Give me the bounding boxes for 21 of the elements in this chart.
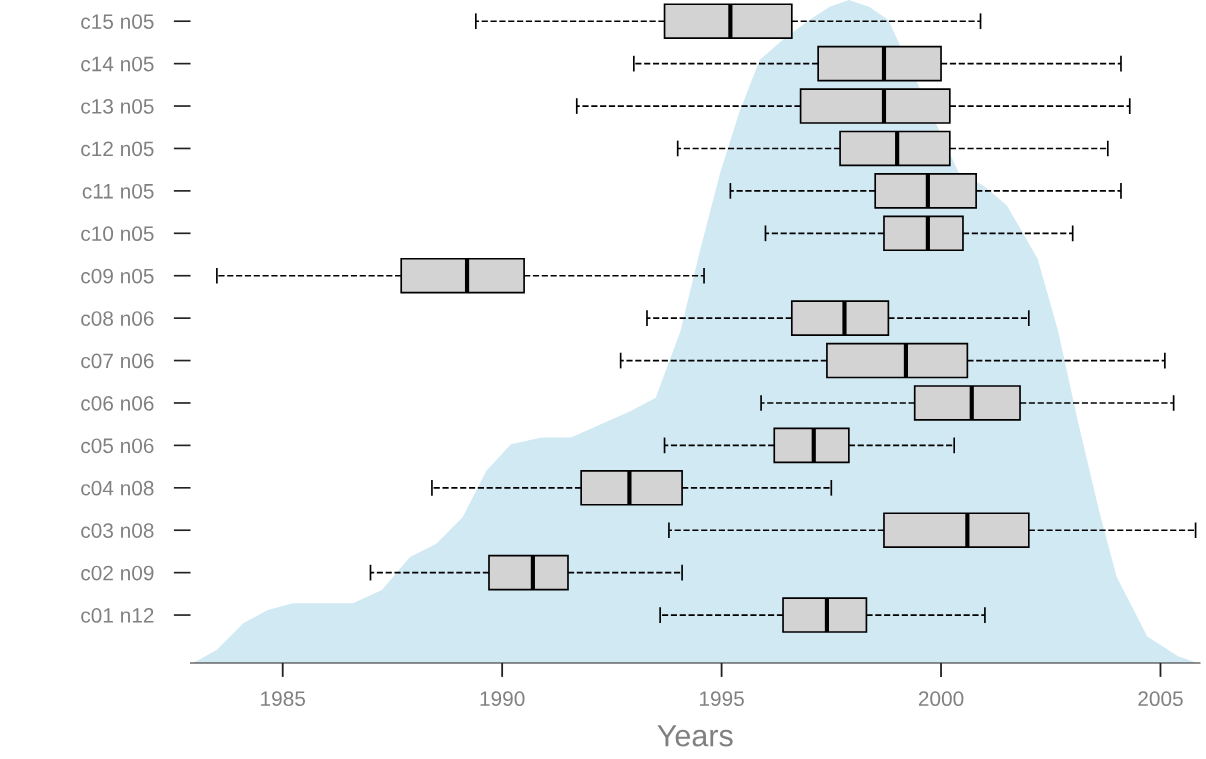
y-tick-label: c13 n05 — [81, 99, 154, 114]
y-tick-label: c05 n06 — [81, 438, 154, 454]
y-tick-label: c12 n05 — [81, 141, 154, 157]
y-tick-label: c07 n06 — [81, 353, 154, 369]
y-tick-label: c06 n06 — [81, 395, 154, 411]
y-tick-label: c11 n05 — [82, 183, 154, 199]
y-tick-label: c15 n05 — [81, 14, 154, 29]
x-tick-label: 1995 — [700, 691, 744, 707]
y-tick-label: c03 n08 — [81, 523, 154, 538]
y-tick-label: c14 n05 — [81, 56, 154, 72]
y-tick-label: c04 n08 — [81, 480, 154, 496]
y-tick-label: c08 n06 — [81, 311, 154, 326]
y-tick-label: c09 n05 — [81, 268, 154, 284]
y-tick-label: c10 n05 — [81, 226, 154, 242]
x-axis-title: Years — [657, 725, 733, 747]
x-tick-label: 2005 — [1138, 691, 1183, 707]
x-tick-label: 2000 — [918, 691, 964, 707]
x-tick-label: 1985 — [261, 691, 306, 707]
y-tick-label: c01 n12 — [81, 608, 154, 623]
y-tick-label: c02 n09 — [81, 565, 154, 581]
x-tick-label: 1990 — [480, 691, 525, 707]
